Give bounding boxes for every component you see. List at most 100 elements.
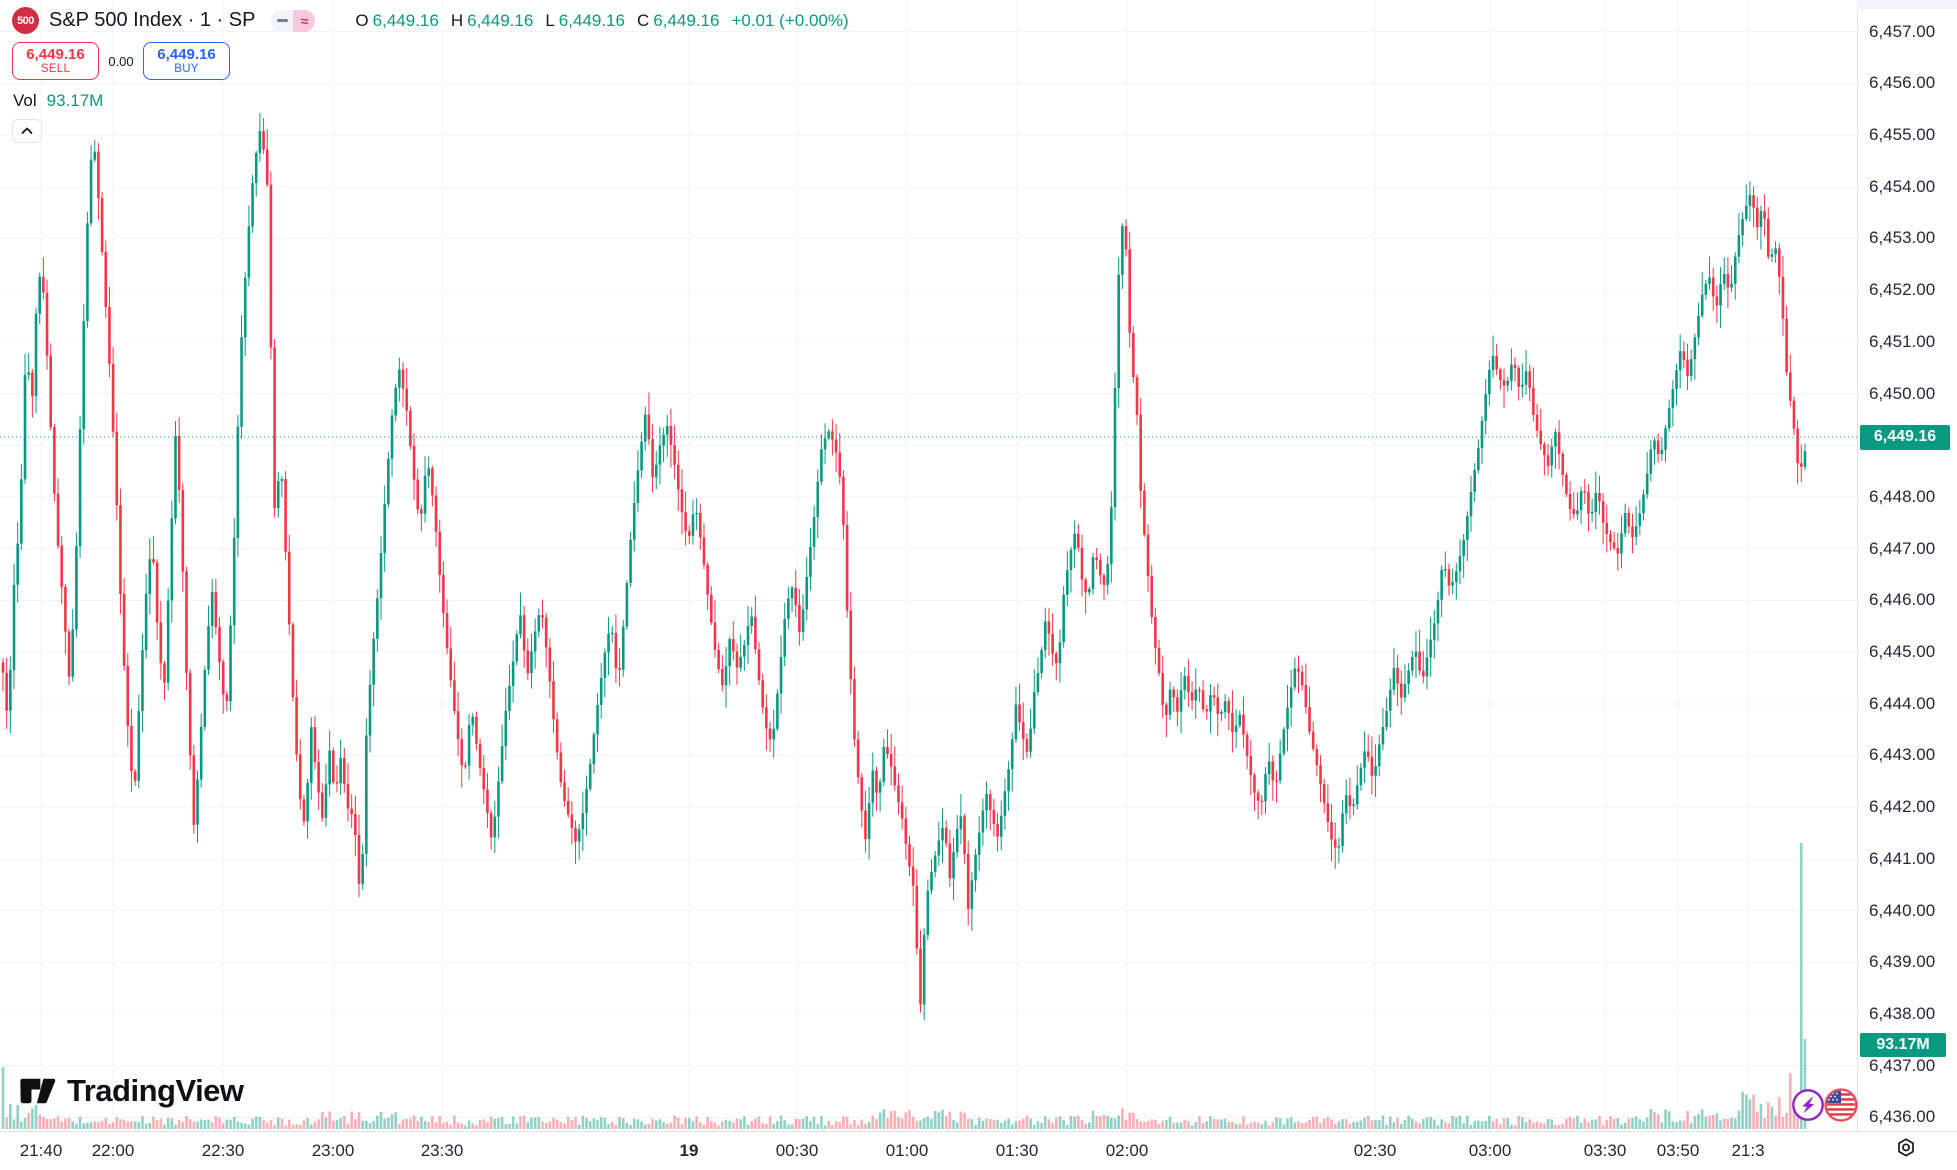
volume-bar xyxy=(794,1118,798,1129)
volume-bar xyxy=(1355,1121,1359,1129)
volume-bar xyxy=(1154,1120,1157,1129)
volume-bar xyxy=(926,1116,930,1129)
candle-body xyxy=(232,537,236,626)
tradingview-watermark-text: TradingView xyxy=(67,1073,244,1108)
volume-bar xyxy=(1308,1119,1311,1129)
candle-body xyxy=(9,670,12,711)
candle-body xyxy=(581,812,585,830)
candle-body xyxy=(1300,671,1304,686)
candle-body xyxy=(1770,254,1774,257)
candle-body xyxy=(871,770,875,804)
volume-bar xyxy=(1359,1120,1363,1129)
candle-body xyxy=(1755,207,1759,228)
candle-body xyxy=(930,871,933,891)
volume-label: Vol xyxy=(13,91,37,110)
volume-bar xyxy=(1348,1123,1352,1129)
volume-bar xyxy=(1469,1124,1473,1129)
candle-body xyxy=(1421,670,1425,677)
candle-body xyxy=(1139,414,1142,491)
candle-body xyxy=(137,711,141,781)
us-flag-icon[interactable] xyxy=(1823,1087,1859,1128)
candle-body xyxy=(746,626,750,646)
volume-bar xyxy=(1234,1124,1238,1129)
volume-bar xyxy=(1495,1118,1498,1129)
candle-body xyxy=(1025,739,1029,752)
candle-body xyxy=(60,545,64,587)
volume-bar xyxy=(122,1119,126,1129)
volume-bar xyxy=(867,1121,871,1129)
sell-button[interactable]: 6,449.16 SELL xyxy=(12,42,99,80)
volume-bar xyxy=(1744,1094,1748,1129)
volume-bar xyxy=(1777,1097,1781,1129)
volume-bar xyxy=(1682,1120,1686,1129)
approx-toggle-icon[interactable]: ≈ xyxy=(293,9,316,32)
candle-body xyxy=(1121,226,1124,275)
symbol-logo: 500 xyxy=(12,7,39,34)
candle-body xyxy=(1554,432,1557,447)
volume-bar xyxy=(988,1118,992,1129)
time-axis[interactable]: 21:40 22:00 22:30 23:00 23:30 19 00:30 01:00 01:… xyxy=(0,1131,1957,1170)
candle-body xyxy=(82,321,86,430)
volume-bar xyxy=(1370,1120,1374,1129)
candle-body xyxy=(1260,800,1264,803)
gear-icon[interactable] xyxy=(1894,1136,1918,1165)
candle-body xyxy=(1601,501,1605,523)
candle-body xyxy=(544,617,548,648)
tradingview-logo-icon xyxy=(20,1078,56,1104)
price-axis[interactable]: 6,457.00 6,456.00 6,455.00 6,454.00 6,453.00… xyxy=(1857,0,1957,1131)
candle-body xyxy=(1623,512,1627,534)
volume-bar xyxy=(695,1116,698,1129)
candle-body xyxy=(963,816,966,854)
chart-status-toggle[interactable]: ≈ xyxy=(271,9,316,32)
volume-bar xyxy=(640,1121,643,1129)
ohlc-open-label: O xyxy=(355,10,369,30)
candle-body xyxy=(1803,451,1807,467)
candle-body xyxy=(148,559,152,594)
candle-body xyxy=(878,781,882,793)
candle-body xyxy=(1359,767,1363,786)
volume-bar xyxy=(937,1112,941,1129)
volume-bar xyxy=(772,1123,775,1129)
minus-toggle-icon[interactable] xyxy=(271,9,294,32)
candle-body xyxy=(944,827,948,844)
candle-body xyxy=(1021,722,1025,740)
volume-bar xyxy=(1043,1116,1047,1129)
volume-bar xyxy=(739,1119,742,1129)
volume-bar xyxy=(519,1116,522,1129)
volume-bar xyxy=(287,1119,291,1129)
candle-body xyxy=(508,685,511,711)
candle-body xyxy=(625,583,629,627)
volume-bar xyxy=(460,1123,464,1129)
volume-bar xyxy=(812,1116,816,1129)
volume-bar xyxy=(1664,1109,1667,1129)
volume-bar xyxy=(357,1112,361,1129)
candle-body xyxy=(1429,639,1432,658)
candle-body xyxy=(831,431,834,440)
candle-body xyxy=(416,479,420,510)
volume-bar xyxy=(1689,1123,1693,1129)
candle-body xyxy=(1289,687,1293,708)
candle-body xyxy=(1631,526,1634,537)
candle-body xyxy=(287,551,291,625)
volume-bar xyxy=(398,1124,401,1129)
candle-body xyxy=(221,661,225,695)
volume-bar xyxy=(1282,1124,1286,1129)
candle-body xyxy=(1242,714,1245,735)
volume-bar xyxy=(801,1118,805,1129)
candle-body xyxy=(1032,692,1036,729)
candle-body xyxy=(309,727,313,783)
tradingview-watermark[interactable]: TradingView xyxy=(18,1072,244,1110)
collapse-legend-button[interactable] xyxy=(12,119,42,143)
candle-body xyxy=(1506,380,1509,386)
candle-body xyxy=(555,719,559,753)
candle-body xyxy=(1711,277,1715,297)
candle-body xyxy=(1003,791,1007,816)
volume-bar xyxy=(379,1111,383,1129)
buy-button[interactable]: 6,449.16 BUY xyxy=(143,42,230,80)
lightning-icon[interactable] xyxy=(1791,1088,1825,1127)
volume-bar xyxy=(878,1112,882,1129)
chart-canvas[interactable] xyxy=(0,0,1857,1131)
candle-body xyxy=(952,852,955,879)
symbol-title[interactable]: S&P 500 Index · 1 · SP xyxy=(49,9,256,31)
volume-bar xyxy=(1506,1118,1509,1129)
